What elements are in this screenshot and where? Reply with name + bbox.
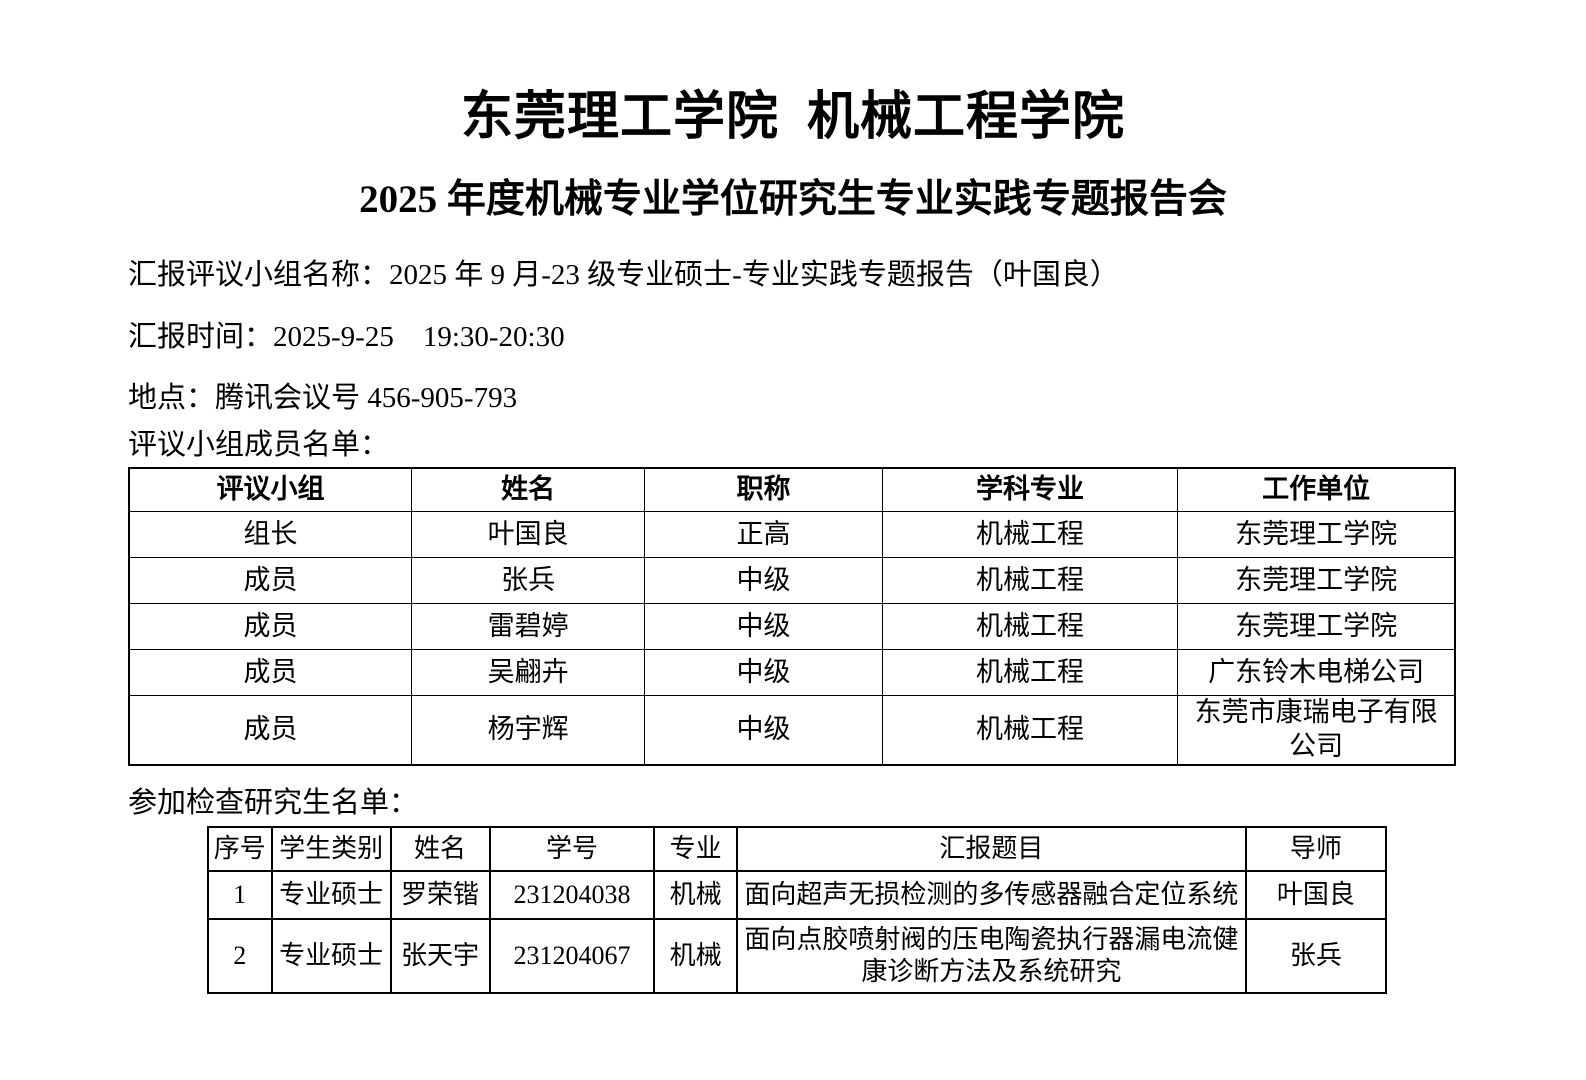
committee-name-cell: 杨宇辉 xyxy=(410,695,646,765)
student-name-cell: 罗荣锴 xyxy=(389,870,491,920)
student-topic-cell: 面向超声无损检测的多传感器融合定位系统 xyxy=(735,870,1247,920)
committee-header-row: 评议小组 姓名 职称 学科专业 工作单位 xyxy=(128,467,1456,512)
committee-name-cell: 雷碧婷 xyxy=(410,603,646,650)
committee-table-row: 成员 雷碧婷 中级 机械工程 东莞理工学院 xyxy=(128,603,1456,650)
student-advisor-cell: 张兵 xyxy=(1244,918,1388,994)
students-col-name: 姓名 xyxy=(389,826,491,872)
committee-col-title: 职称 xyxy=(644,467,883,512)
committee-discipline-cell: 机械工程 xyxy=(881,649,1179,696)
students-col-major: 专业 xyxy=(653,826,738,872)
student-index-cell: 1 xyxy=(207,870,273,920)
report-time-line: 汇报时间：2025-9-25 19:30-20:30 xyxy=(128,321,565,353)
committee-name-cell: 张兵 xyxy=(410,557,646,604)
student-advisor-cell: 叶国良 xyxy=(1244,870,1388,920)
committee-col-discipline: 学科专业 xyxy=(881,467,1179,512)
students-col-advisor: 导师 xyxy=(1244,826,1388,872)
committee-table: 评议小组 姓名 职称 学科专业 工作单位 组长 叶国良 正高 机械工程 东莞理工… xyxy=(128,467,1456,766)
students-col-topic: 汇报题目 xyxy=(735,826,1247,872)
committee-table-row: 组长 叶国良 正高 机械工程 东莞理工学院 xyxy=(128,511,1456,558)
committee-table-row: 成员 吴翩卉 中级 机械工程 广东铃木电梯公司 xyxy=(128,649,1456,696)
committee-title-cell: 正高 xyxy=(644,511,883,558)
student-topic-cell: 面向点胶喷射阀的压电陶瓷执行器漏电流健康诊断方法及系统研究 xyxy=(735,918,1247,994)
students-table-row: 2 专业硕士 张天宇 231204067 机械 面向点胶喷射阀的压电陶瓷执行器漏… xyxy=(207,918,1388,994)
committee-name-cell: 吴翩卉 xyxy=(410,649,646,696)
student-name-cell: 张天宇 xyxy=(389,918,491,994)
committee-title-cell: 中级 xyxy=(644,557,883,604)
report-group-name-line: 汇报评议小组名称：2025 年 9 月-23 级专业硕士-专业实践专题报告（叶国… xyxy=(128,259,1119,291)
committee-affiliation-cell: 东莞理工学院 xyxy=(1177,511,1456,558)
committee-col-group: 评议小组 xyxy=(128,467,412,512)
committee-role-cell: 成员 xyxy=(128,557,412,604)
student-category-cell: 专业硕士 xyxy=(270,870,392,920)
committee-affiliation-cell: 东莞理工学院 xyxy=(1177,557,1456,604)
committee-role-cell: 成员 xyxy=(128,603,412,650)
students-header-row: 序号 学生类别 姓名 学号 专业 汇报题目 导师 xyxy=(207,826,1388,872)
committee-title-cell: 中级 xyxy=(644,695,883,765)
students-section-label: 参加检查研究生名单： xyxy=(128,787,419,819)
students-col-index: 序号 xyxy=(207,826,273,872)
committee-affiliation-cell: 东莞市康瑞电子有限公司 xyxy=(1177,695,1456,765)
committee-table-row: 成员 张兵 中级 机械工程 东莞理工学院 xyxy=(128,557,1456,604)
committee-title-cell: 中级 xyxy=(644,649,883,696)
committee-affiliation-cell: 东莞理工学院 xyxy=(1177,603,1456,650)
students-table: 序号 学生类别 姓名 学号 专业 汇报题目 导师 1 专业硕士 罗荣锴 2312… xyxy=(207,826,1388,994)
committee-table-row: 成员 杨宇辉 中级 机械工程 东莞市康瑞电子有限公司 xyxy=(128,695,1456,765)
committee-affiliation-cell: 广东铃木电梯公司 xyxy=(1177,649,1456,696)
committee-role-cell: 组长 xyxy=(128,511,412,558)
students-col-id: 学号 xyxy=(488,826,656,872)
document-subtitle: 2025 年度机械专业学位研究生专业实践专题报告会 xyxy=(359,178,1227,221)
students-col-category: 学生类别 xyxy=(270,826,392,872)
committee-discipline-cell: 机械工程 xyxy=(881,557,1179,604)
student-major-cell: 机械 xyxy=(653,870,738,920)
committee-discipline-cell: 机械工程 xyxy=(881,603,1179,650)
student-category-cell: 专业硕士 xyxy=(270,918,392,994)
document-title: 东莞理工学院 机械工程学院 xyxy=(460,89,1125,146)
student-id-cell: 231204038 xyxy=(488,870,656,920)
committee-name-cell: 叶国良 xyxy=(410,511,646,558)
student-index-cell: 2 xyxy=(207,918,273,994)
committee-role-cell: 成员 xyxy=(128,649,412,696)
committee-discipline-cell: 机械工程 xyxy=(881,695,1179,765)
committee-col-name: 姓名 xyxy=(410,467,646,512)
committee-title-cell: 中级 xyxy=(644,603,883,650)
committee-col-affiliation: 工作单位 xyxy=(1177,467,1456,512)
committee-section-label: 评议小组成员名单： xyxy=(128,429,390,461)
students-table-row: 1 专业硕士 罗荣锴 231204038 机械 面向超声无损检测的多传感器融合定… xyxy=(207,870,1388,920)
committee-discipline-cell: 机械工程 xyxy=(881,511,1179,558)
report-location-line: 地点：腾讯会议号 456-905-793 xyxy=(128,382,518,414)
student-id-cell: 231204067 xyxy=(488,918,656,994)
committee-role-cell: 成员 xyxy=(128,695,412,765)
student-major-cell: 机械 xyxy=(653,918,738,994)
